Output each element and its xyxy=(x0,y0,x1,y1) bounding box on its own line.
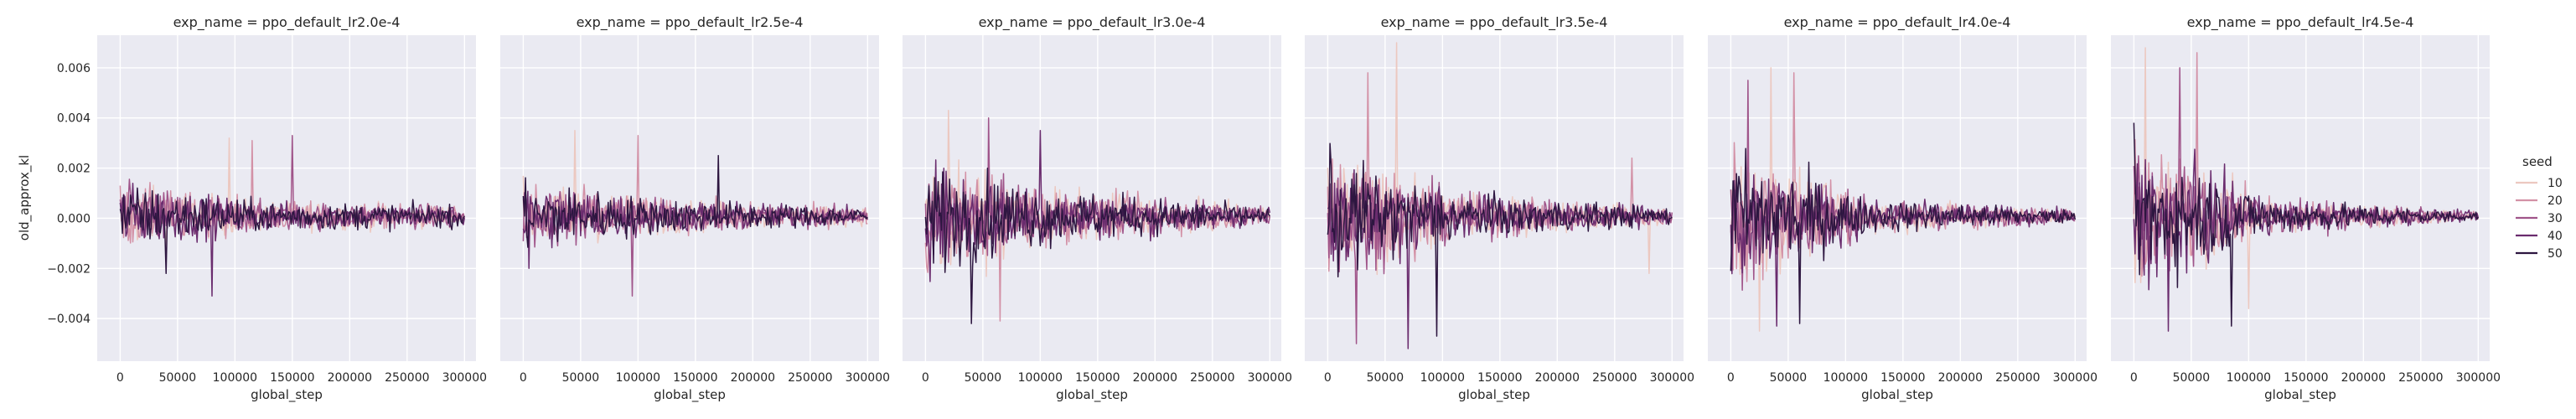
legend-label: 10 xyxy=(2548,177,2563,190)
x-axis-label: global_step xyxy=(654,387,726,403)
series-line-seed-50 xyxy=(2133,122,2479,327)
x-tick-label: 250000 xyxy=(2398,371,2443,385)
legend-label: 20 xyxy=(2548,194,2563,208)
panel-title: exp_name = ppo_default_lr2.0e-4 xyxy=(173,14,401,31)
x-tick-label: 50000 xyxy=(159,371,197,385)
legend-label: 40 xyxy=(2548,230,2563,243)
y-axis-label: old_approx_kl xyxy=(17,155,33,241)
y-tick-label: 0.006 xyxy=(57,62,91,75)
facet-panels: exp_name = ppo_default_lr2.0e-4 0 50000 100… xyxy=(47,14,2501,403)
x-tick-label: 100000 xyxy=(1823,371,1868,385)
panel-title: exp_name = ppo_default_lr2.5e-4 xyxy=(577,14,804,31)
x-tick-label: 50000 xyxy=(965,371,1002,385)
series-line-seed-50 xyxy=(1327,142,1673,337)
series-lines xyxy=(522,129,869,297)
series-line-seed-40 xyxy=(1327,168,1673,349)
legend-label: 50 xyxy=(2548,247,2563,261)
series-line-seed-40 xyxy=(522,190,868,270)
x-tick-label: 250000 xyxy=(1592,371,1637,385)
x-tick-label: 100000 xyxy=(616,371,660,385)
x-axis-label: global_step xyxy=(1458,387,1530,403)
facet-panel: exp_name = ppo_default_lr2.5e-4 0 50000 100… xyxy=(500,14,890,403)
x-tick-label: 150000 xyxy=(1477,371,1522,385)
series-line-seed-50 xyxy=(924,168,1270,324)
x-tick-label: 150000 xyxy=(673,371,717,385)
x-tick-label: 300000 xyxy=(2456,371,2501,385)
y-tick-label: −0.004 xyxy=(47,313,91,326)
panel-title: exp_name = ppo_default_lr3.0e-4 xyxy=(979,14,1206,31)
x-axis-label: global_step xyxy=(2264,387,2336,403)
facet-panel: exp_name = ppo_default_lr2.0e-4 0 50000 100… xyxy=(47,14,487,403)
facet-panel: exp_name = ppo_default_lr4.0e-4 0 50000 100… xyxy=(1708,14,2098,403)
series-lines xyxy=(1730,67,2077,332)
x-axis-label: global_step xyxy=(1056,387,1128,403)
x-tick-label: 50000 xyxy=(1770,371,1808,385)
x-tick-label: 200000 xyxy=(328,371,372,385)
x-tick-label: 100000 xyxy=(213,371,257,385)
x-tick-label: 150000 xyxy=(2284,371,2328,385)
x-tick-label: 150000 xyxy=(270,371,314,385)
x-tick-label: 0 xyxy=(116,371,124,385)
series-lines xyxy=(119,134,466,297)
x-tick-label: 200000 xyxy=(1133,371,1177,385)
series-line-seed-50 xyxy=(522,154,868,248)
series-line-seed-40 xyxy=(1730,173,2076,327)
y-tick-label: 0.002 xyxy=(57,163,91,176)
x-tick-label: 100000 xyxy=(1018,371,1063,385)
series-lines xyxy=(924,110,1271,324)
x-tick-label: 0 xyxy=(1727,371,1735,385)
x-tick-label: 200000 xyxy=(2341,371,2386,385)
series-lines xyxy=(2133,47,2480,332)
legend-title: seed xyxy=(2522,154,2553,169)
x-tick-label: 300000 xyxy=(1650,371,1694,385)
legend: seed 10 20 30 40 50 xyxy=(2516,154,2563,261)
x-tick-label: 150000 xyxy=(1075,371,1120,385)
facet-panel: exp_name = ppo_default_lr4.5e-4 0 50000 100… xyxy=(2111,14,2501,403)
x-tick-label: 300000 xyxy=(442,371,487,385)
x-tick-label: 0 xyxy=(520,371,527,385)
series-line-seed-30 xyxy=(2133,67,2480,272)
facet-panel: exp_name = ppo_default_lr3.5e-4 0 50000 100… xyxy=(1305,14,1694,403)
series-line-seed-40 xyxy=(924,129,1271,282)
series-lines xyxy=(1327,42,1673,349)
x-tick-label: 50000 xyxy=(1367,371,1404,385)
x-tick-label: 150000 xyxy=(1880,371,1925,385)
x-tick-label: 100000 xyxy=(1420,371,1465,385)
x-axis-label: global_step xyxy=(1861,387,1933,403)
x-tick-label: 200000 xyxy=(731,371,775,385)
x-tick-label: 0 xyxy=(922,371,929,385)
plot-area xyxy=(1708,35,2087,361)
x-tick-label: 100000 xyxy=(2227,371,2271,385)
x-tick-label: 250000 xyxy=(788,371,832,385)
panel-title: exp_name = ppo_default_lr4.5e-4 xyxy=(2187,14,2414,31)
facet-panel: exp_name = ppo_default_lr3.0e-4 0 50000 100… xyxy=(903,14,1292,403)
panel-title: exp_name = ppo_default_lr4.0e-4 xyxy=(1784,14,2011,31)
x-tick-label: 200000 xyxy=(1938,371,1983,385)
x-tick-label: 300000 xyxy=(2053,371,2098,385)
x-tick-label: 0 xyxy=(2130,371,2138,385)
legend-label: 30 xyxy=(2548,212,2563,225)
series-line-seed-50 xyxy=(1730,147,2077,324)
x-tick-label: 200000 xyxy=(1535,371,1580,385)
x-tick-label: 250000 xyxy=(1190,371,1234,385)
y-tick-label: 0.004 xyxy=(57,112,91,126)
x-tick-label: 250000 xyxy=(1995,371,2040,385)
x-axis-label: global_step xyxy=(251,387,323,403)
x-tick-label: 50000 xyxy=(562,371,600,385)
y-tick-label: 0.000 xyxy=(57,212,91,225)
panel-title: exp_name = ppo_default_lr3.5e-4 xyxy=(1381,14,1608,31)
x-tick-label: 50000 xyxy=(2173,371,2211,385)
x-tick-label: 300000 xyxy=(846,371,890,385)
x-tick-label: 0 xyxy=(1324,371,1332,385)
x-tick-label: 300000 xyxy=(1248,371,1292,385)
y-tick-label: −0.002 xyxy=(47,262,91,276)
series-line-seed-50 xyxy=(119,187,465,275)
x-tick-label: 250000 xyxy=(385,371,429,385)
